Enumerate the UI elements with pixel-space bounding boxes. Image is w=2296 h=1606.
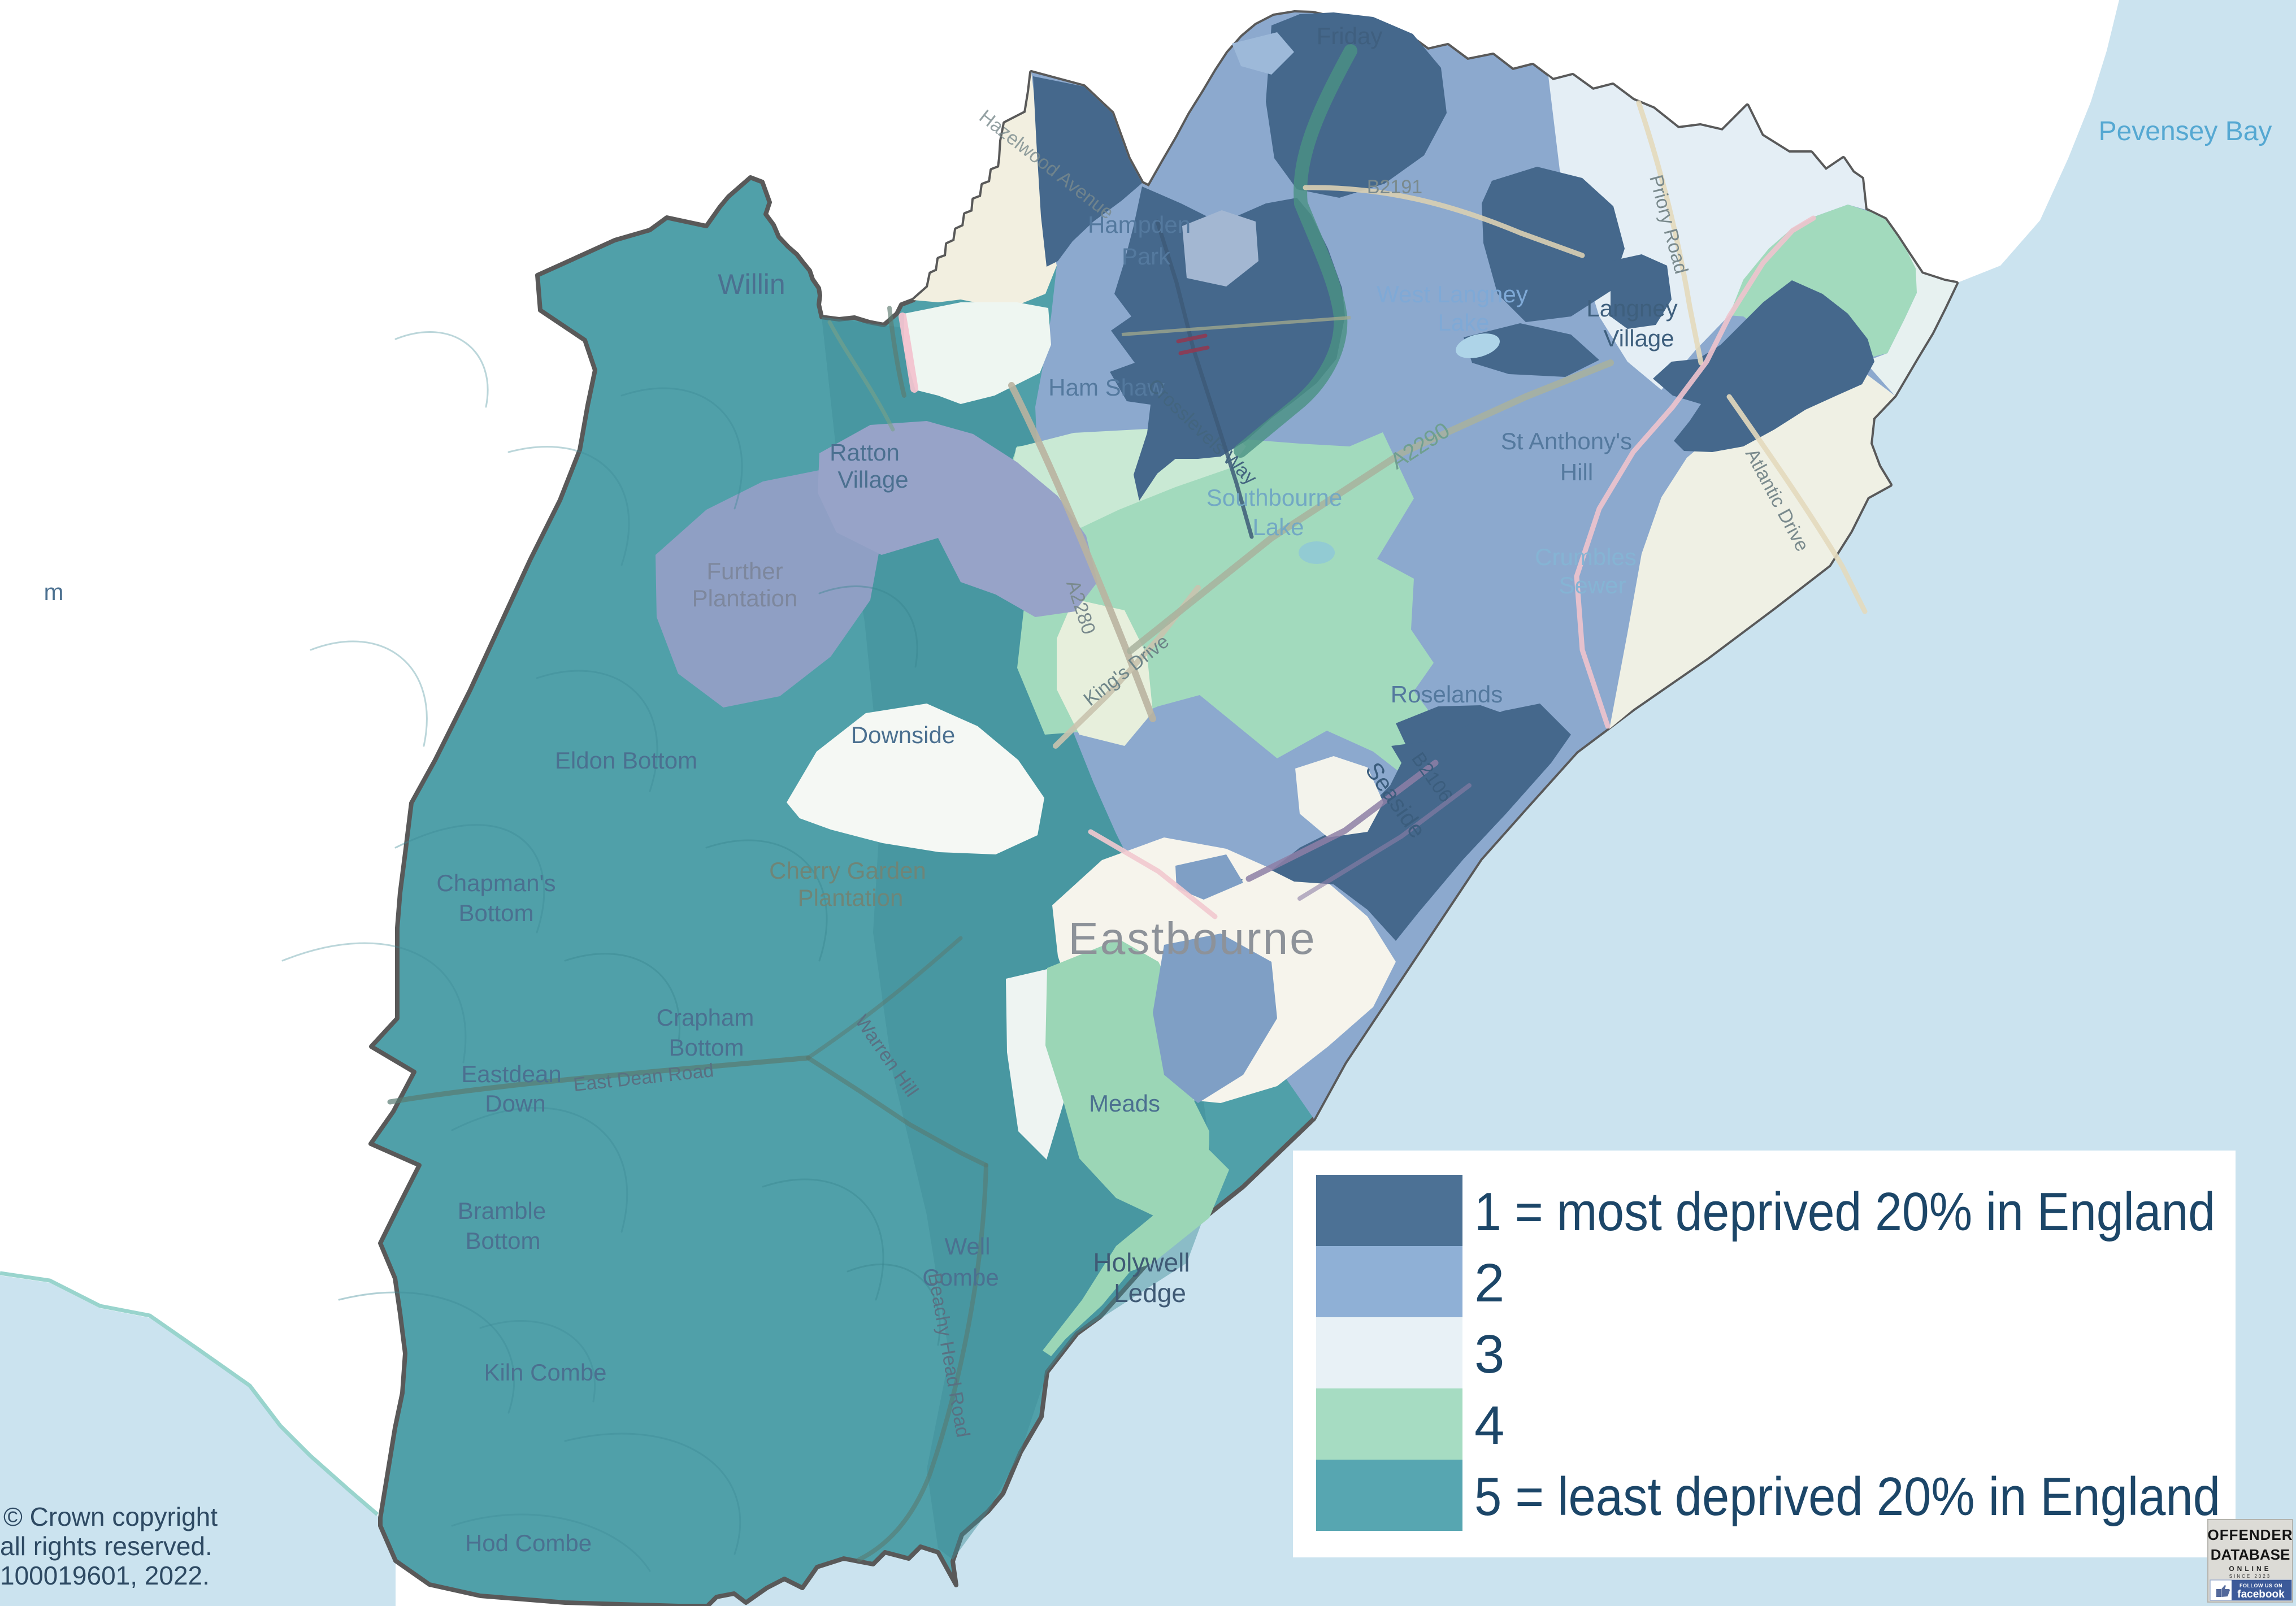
svg-text:Holywell: Holywell bbox=[1093, 1248, 1190, 1277]
svg-text:Plantation: Plantation bbox=[798, 884, 904, 911]
svg-text:1 = most deprived 20% in Engla: 1 = most deprived 20% in England bbox=[1474, 1182, 2215, 1242]
svg-text:Bottom: Bottom bbox=[465, 1227, 540, 1254]
svg-text:Lake: Lake bbox=[1438, 309, 1489, 336]
svg-text:Crumbles: Crumbles bbox=[1535, 544, 1637, 570]
svg-text:Southbourne: Southbourne bbox=[1206, 484, 1343, 511]
svg-text:Lake: Lake bbox=[1252, 514, 1304, 540]
svg-text:Kiln Combe: Kiln Combe bbox=[484, 1359, 606, 1386]
svg-text:Bramble: Bramble bbox=[458, 1197, 546, 1224]
svg-text:100019601, 2022.: 100019601, 2022. bbox=[0, 1561, 210, 1590]
svg-text:Chapman's: Chapman's bbox=[436, 870, 555, 896]
svg-text:DATABASE: DATABASE bbox=[2211, 1546, 2290, 1563]
svg-text:Downside: Downside bbox=[851, 722, 955, 748]
svg-text:Park: Park bbox=[1122, 243, 1171, 270]
svg-text:Hod Combe: Hod Combe bbox=[465, 1530, 592, 1556]
svg-text:Combe: Combe bbox=[922, 1264, 999, 1291]
svg-text:Hampden: Hampden bbox=[1088, 211, 1191, 238]
svg-text:Down: Down bbox=[485, 1090, 545, 1117]
svg-text:FOLLOW US ON: FOLLOW US ON bbox=[2239, 1583, 2282, 1588]
svg-text:facebook: facebook bbox=[2237, 1588, 2285, 1600]
svg-text:Eldon Bottom: Eldon Bottom bbox=[555, 747, 697, 774]
svg-text:Ratton: Ratton bbox=[830, 439, 900, 466]
svg-text:Sewer: Sewer bbox=[1559, 572, 1626, 598]
svg-text:Meads: Meads bbox=[1089, 1090, 1160, 1117]
svg-text:SINCE 2023: SINCE 2023 bbox=[2229, 1574, 2271, 1579]
svg-text:Bottom: Bottom bbox=[669, 1034, 744, 1061]
svg-text:2: 2 bbox=[1474, 1253, 1504, 1313]
svg-text:St Anthony's: St Anthony's bbox=[1501, 428, 1632, 454]
svg-text:3: 3 bbox=[1474, 1324, 1504, 1384]
svg-text:Eastbourne: Eastbourne bbox=[1068, 913, 1316, 963]
svg-text:Pevensey Bay: Pevensey Bay bbox=[2099, 116, 2272, 146]
svg-text:Crapham: Crapham bbox=[657, 1004, 754, 1031]
svg-text:© Crown copyright: © Crown copyright bbox=[3, 1502, 218, 1531]
svg-text:Ledge: Ledge bbox=[1114, 1278, 1186, 1308]
svg-text:Ham Shaw: Ham Shaw bbox=[1048, 374, 1165, 401]
svg-text:Friday: Friday bbox=[1317, 23, 1383, 49]
svg-text:Willin: Willin bbox=[718, 268, 785, 300]
svg-text:Roselands: Roselands bbox=[1391, 681, 1503, 707]
svg-text:Village: Village bbox=[1603, 325, 1674, 351]
svg-text:5 = least deprived 20% in Engl: 5 = least deprived 20% in England bbox=[1474, 1466, 2220, 1527]
svg-text:all rights reserved.: all rights reserved. bbox=[0, 1531, 212, 1561]
svg-text:Cherry Garden: Cherry Garden bbox=[769, 857, 926, 884]
svg-text:Bottom: Bottom bbox=[458, 900, 533, 926]
svg-text:Well: Well bbox=[945, 1233, 991, 1260]
svg-text:m: m bbox=[44, 579, 64, 605]
svg-text:B2191: B2191 bbox=[1367, 176, 1422, 198]
svg-text:Langney: Langney bbox=[1586, 295, 1677, 322]
svg-text:Hill: Hill bbox=[1560, 459, 1593, 485]
svg-text:Further: Further bbox=[706, 558, 783, 584]
svg-text:Village: Village bbox=[837, 466, 908, 493]
svg-text:Eastdean: Eastdean bbox=[461, 1061, 561, 1087]
svg-text:4: 4 bbox=[1474, 1395, 1504, 1456]
svg-text:ONLINE: ONLINE bbox=[2229, 1565, 2271, 1573]
svg-text:OFFENDER: OFFENDER bbox=[2208, 1526, 2293, 1543]
svg-text:Plantation: Plantation bbox=[692, 585, 798, 611]
svg-text:West Langney: West Langney bbox=[1377, 281, 1528, 307]
